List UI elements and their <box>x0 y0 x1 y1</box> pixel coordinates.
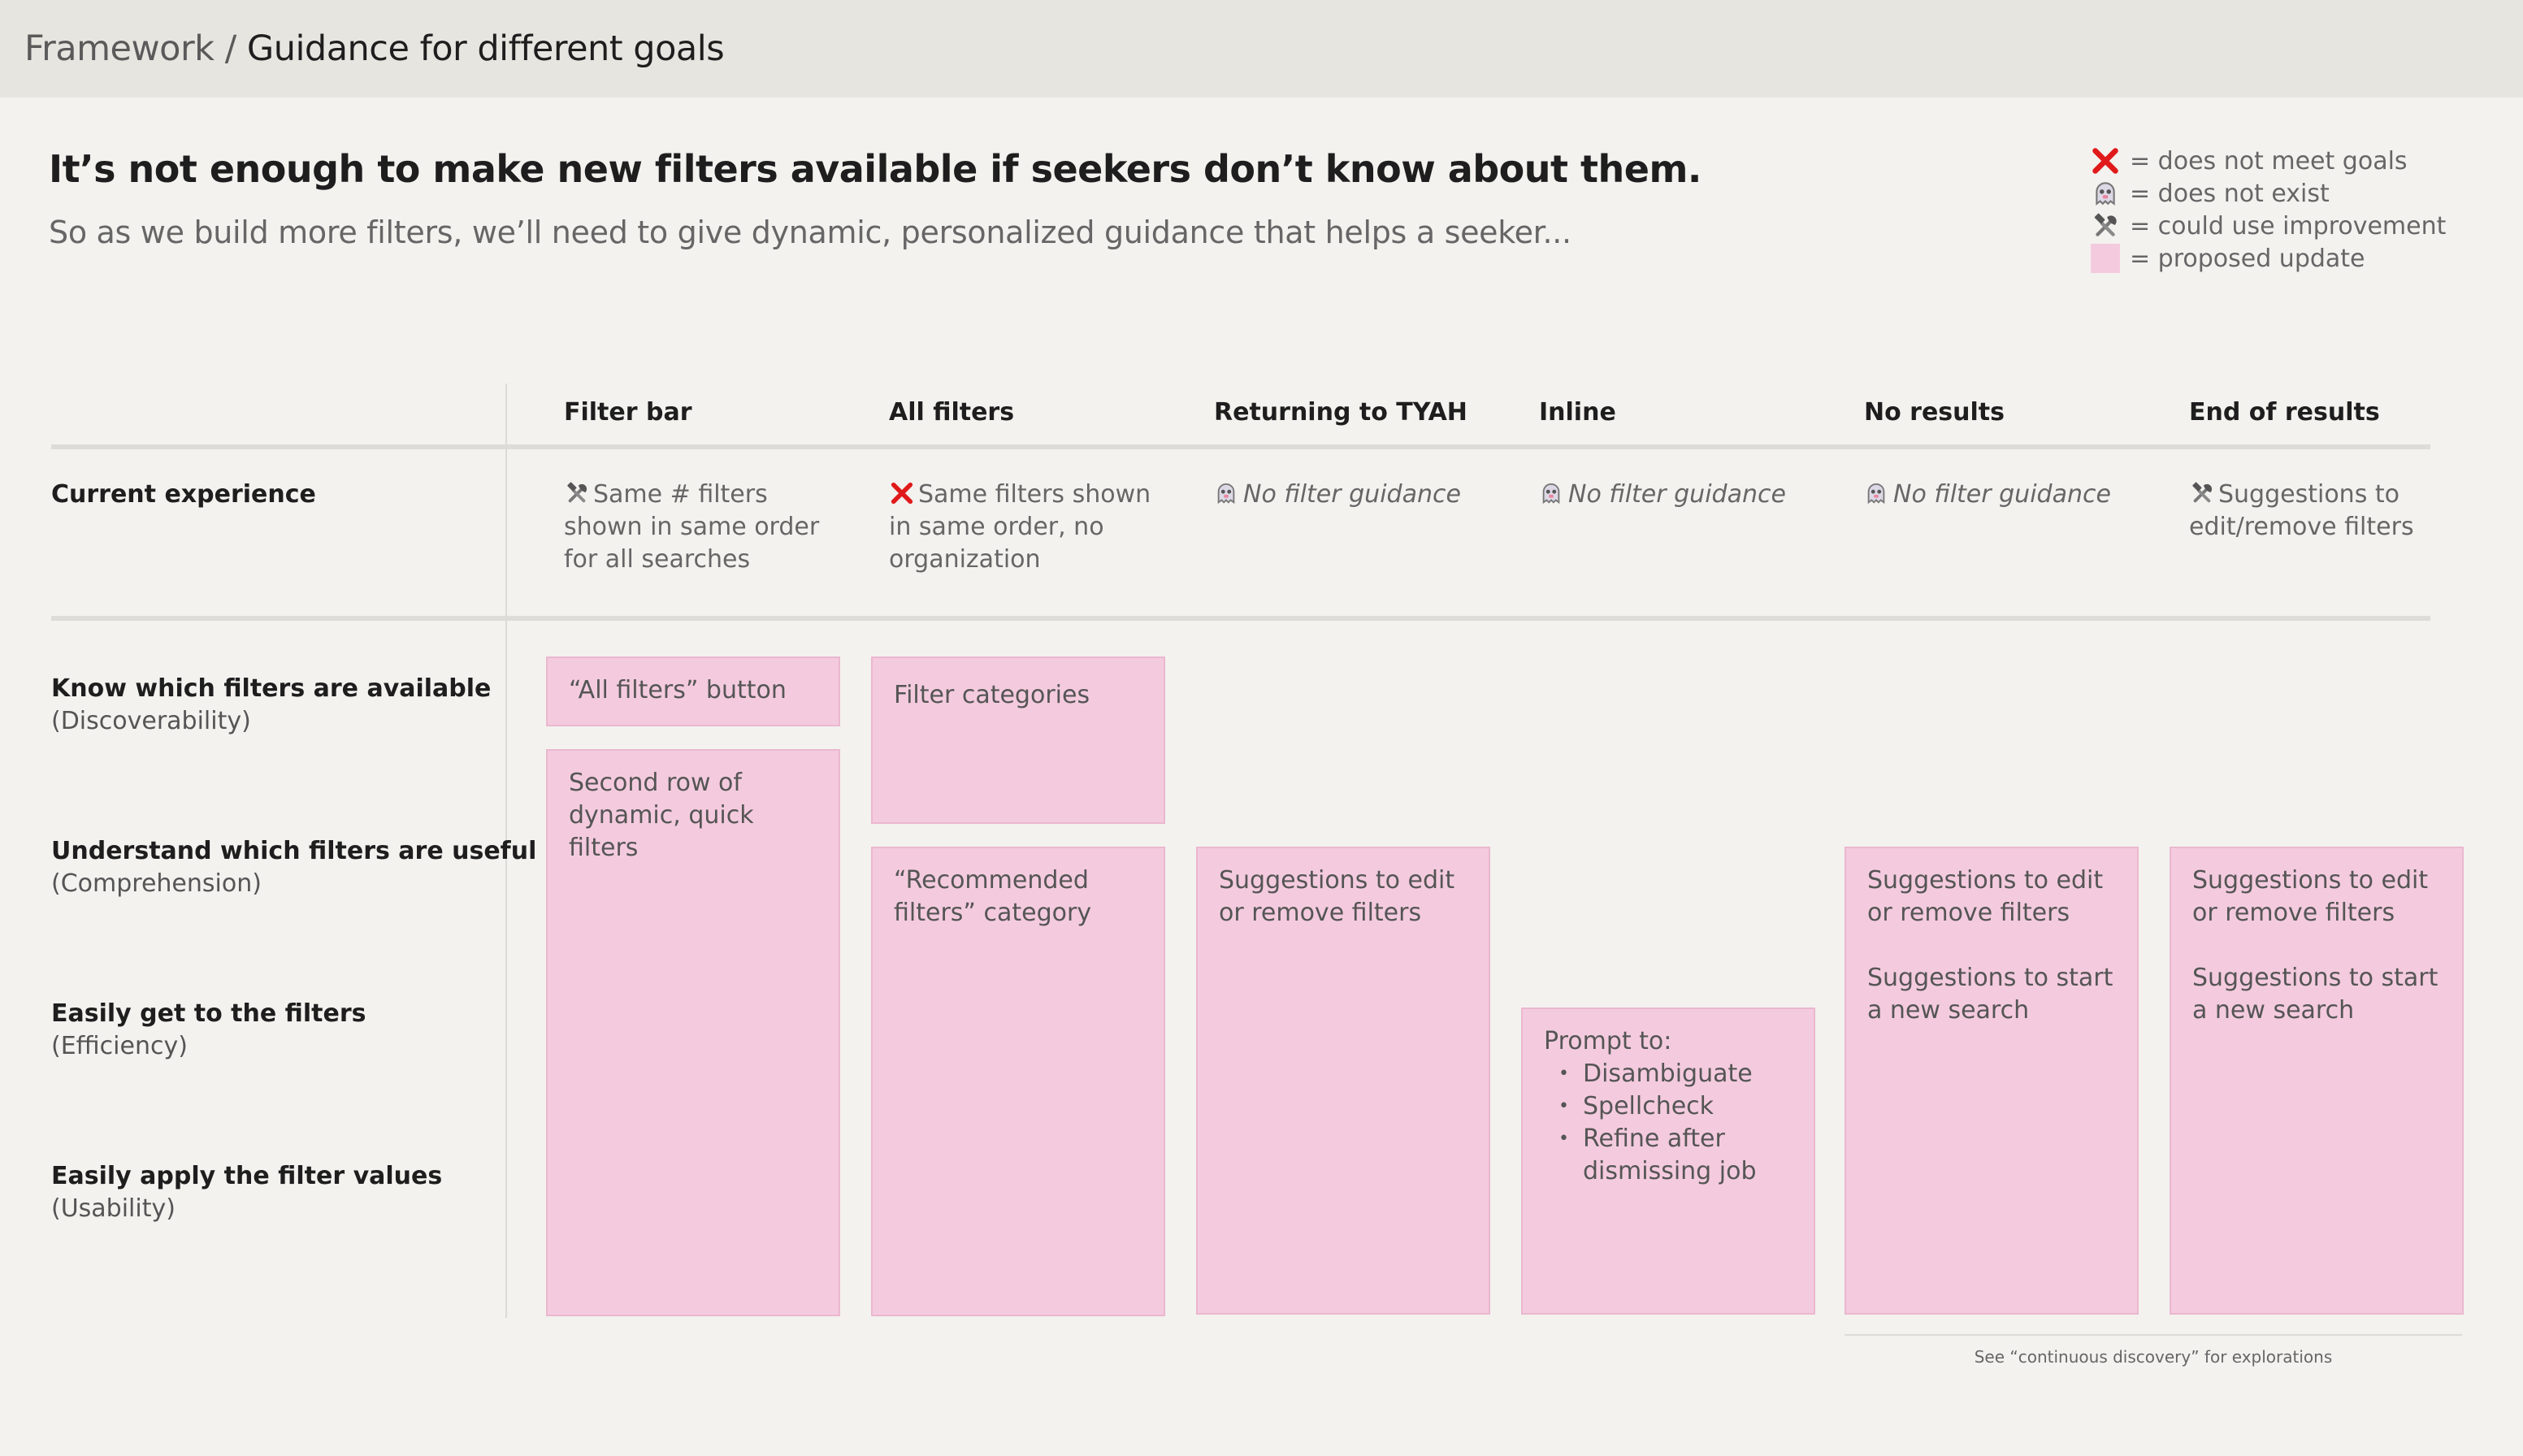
row-label-usability: Easily apply the filter values (Usabilit… <box>51 1160 442 1225</box>
card-text: Suggestions to edit or remove filters <box>1867 866 2104 927</box>
legend-label: = does not exist <box>2130 179 2330 208</box>
current-cell-no-results: No filter guidance <box>1864 479 2140 511</box>
ghost-icon <box>1214 481 1240 505</box>
current-cell-filter-bar: Same # filters shown in same order for a… <box>564 479 840 576</box>
row-label-sub: (Efficiency) <box>51 1032 188 1060</box>
current-text: Same # filters shown in same order for a… <box>564 480 820 574</box>
row-label-title: Understand which filters are useful <box>51 837 537 865</box>
row-label-discoverability: Know which filters are available (Discov… <box>51 673 491 738</box>
page-subhead: So as we build more filters, we’ll need … <box>49 214 1571 250</box>
row-label-title: Easily apply the filter values <box>51 1162 443 1190</box>
card-text: Second row of dynamic, quick filters <box>569 769 754 862</box>
card-text: Prompt to: <box>1544 1027 1672 1055</box>
proposed-card-recommended: “Recommended filters” category <box>871 847 1165 1316</box>
column-header-inline: Inline <box>1539 398 1616 427</box>
legend-label: = does not meet goals <box>2130 146 2408 176</box>
footnote-divider <box>1845 1334 2462 1336</box>
breadcrumb-separator: / <box>224 28 237 69</box>
proposed-card-tyah-suggestions: Suggestions to edit or remove filters <box>1196 847 1490 1315</box>
column-header-all-filters: All filters <box>889 398 1015 427</box>
card-text: Suggestions to start a new search <box>1867 964 2113 1025</box>
row-label-comprehension: Understand which filters are useful (Com… <box>51 835 536 900</box>
legend-row-not-exist: = does not exist <box>2091 177 2446 210</box>
footnote: See “continuous discovery” for explorati… <box>1974 1347 2333 1367</box>
ghost-icon <box>2091 179 2120 208</box>
column-header-filter-bar: Filter bar <box>564 398 692 427</box>
proposed-card-second-row: Second row of dynamic, quick filters <box>546 749 840 1316</box>
tools-icon <box>2091 211 2120 240</box>
legend: = does not meet goals = does not exist =… <box>2091 145 2446 275</box>
card-text: “All filters” button <box>569 676 787 704</box>
current-text: No filter guidance <box>1893 480 2111 509</box>
current-cell-returning-tyah: No filter guidance <box>1214 479 1490 511</box>
list-item: Refine after dismissing job <box>1544 1123 1793 1188</box>
list-item: Spellcheck <box>1544 1090 1793 1123</box>
breadcrumb-current: Guidance for different goals <box>246 28 725 69</box>
proposed-card-end-of-results: Suggestions to edit or remove filters Su… <box>2170 847 2464 1315</box>
tools-icon <box>2189 481 2215 505</box>
legend-label: = could use improvement <box>2130 211 2447 240</box>
proposed-card-inline-prompt: Prompt to: Disambiguate Spellcheck Refin… <box>1521 1008 1815 1315</box>
current-text: No filter guidance <box>1243 480 1461 509</box>
card-text: Suggestions to edit or remove filters <box>1219 866 1455 927</box>
row-label-sub: (Usability) <box>51 1194 176 1223</box>
label-column-divider <box>505 384 507 1318</box>
breadcrumb: Framework / Guidance for different goals <box>24 24 725 73</box>
current-text: No filter guidance <box>1568 480 1786 509</box>
prompt-list: Disambiguate Spellcheck Refine after dis… <box>1544 1058 1793 1188</box>
row-label-title: Easily get to the filters <box>51 999 366 1028</box>
header-divider <box>51 444 2430 449</box>
legend-row-not-meet: = does not meet goals <box>2091 145 2446 177</box>
tools-icon <box>564 481 590 505</box>
card-text: Suggestions to edit or remove filters <box>2192 866 2429 927</box>
ghost-icon <box>1864 481 1890 505</box>
card-text: Suggestions to start a new search <box>2192 964 2438 1025</box>
row-label-sub: (Comprehension) <box>51 869 262 898</box>
pink-swatch <box>2091 244 2120 273</box>
proposed-card-no-results: Suggestions to edit or remove filters Su… <box>1845 847 2139 1315</box>
current-cell-all-filters: Same filters shown in same order, no org… <box>889 479 1165 576</box>
breadcrumb-parent-link[interactable]: Framework <box>24 28 215 69</box>
legend-label: = proposed update <box>2130 244 2365 273</box>
x-mark-icon <box>889 481 915 505</box>
row-divider <box>51 616 2430 621</box>
legend-row-improvement: = could use improvement <box>2091 210 2446 242</box>
current-text: Same filters shown in same order, no org… <box>889 480 1151 574</box>
top-bar: Framework / Guidance for different goals <box>0 0 2523 98</box>
row-label-current-experience: Current experience <box>51 479 316 511</box>
proposed-card-all-filters-button: “All filters” button <box>546 656 840 726</box>
current-cell-end-of-results: Suggestions to edit/remove filters <box>2189 479 2465 544</box>
row-label-efficiency: Easily get to the filters (Efficiency) <box>51 998 366 1063</box>
column-header-no-results: No results <box>1864 398 2005 427</box>
page-headline: It’s not enough to make new filters avai… <box>49 147 1702 191</box>
x-mark-icon <box>2091 146 2120 176</box>
column-header-returning-tyah: Returning to TYAH <box>1214 398 1467 427</box>
ghost-icon <box>1539 481 1565 505</box>
current-text: Suggestions to edit/remove filters <box>2189 480 2414 541</box>
card-text: “Recommended filters” category <box>894 866 1092 927</box>
list-item: Disambiguate <box>1544 1058 1793 1090</box>
column-header-end-of-results: End of results <box>2189 398 2380 427</box>
row-label-title: Current experience <box>51 480 316 509</box>
row-label-sub: (Discoverability) <box>51 707 251 735</box>
legend-row-proposed: = proposed update <box>2091 242 2446 275</box>
current-cell-inline: No filter guidance <box>1539 479 1815 511</box>
card-text: Filter categories <box>894 681 1090 709</box>
row-label-title: Know which filters are available <box>51 674 492 703</box>
proposed-card-filter-categories: Filter categories <box>871 656 1165 824</box>
